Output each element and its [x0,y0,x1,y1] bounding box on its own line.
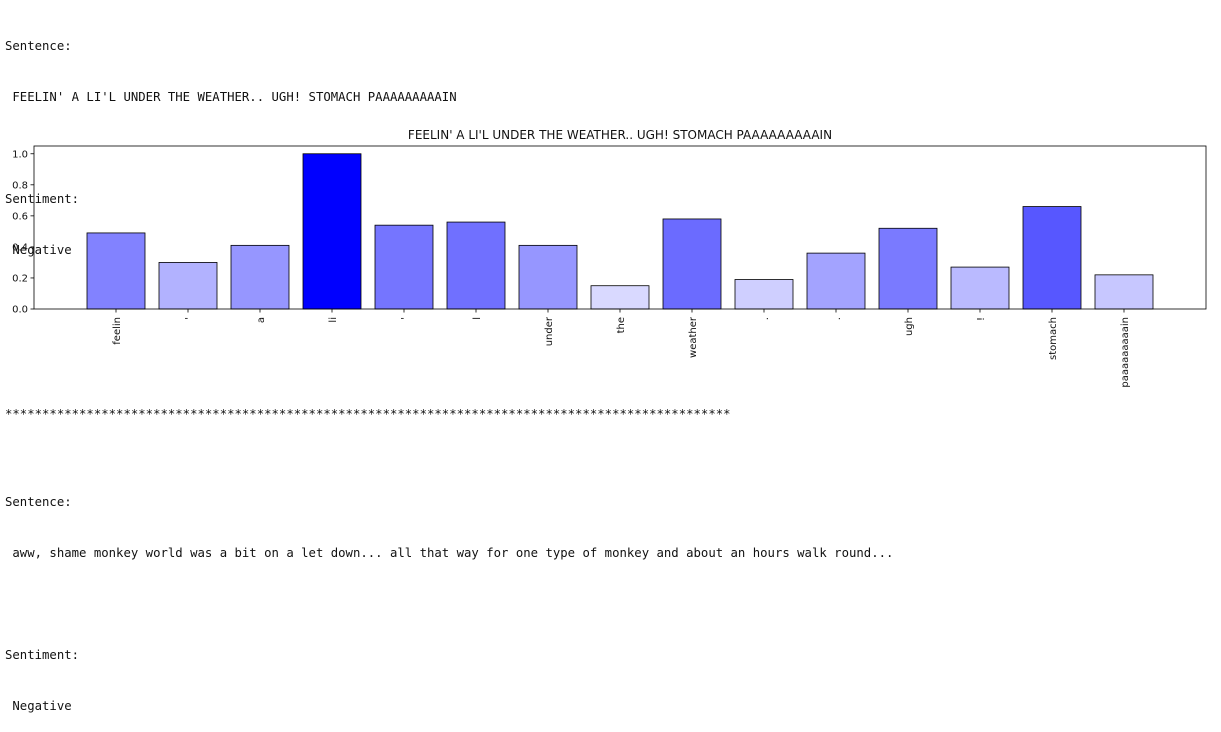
x-tick-label-0: feelin [112,317,123,345]
x-tick-label-2: a [256,317,267,323]
plot-frame [33,145,1207,310]
output-block-2: Sentence: aww, shame monkey world was a … [5,460,893,732]
chart-title: FEELIN' A LI'L UNDER THE WEATHER.. UGH! … [408,128,832,142]
sentiment-label-2: Sentiment: [5,648,80,662]
x-tick-label-11: ugh [904,317,915,336]
bar-4 [374,224,434,310]
x-tick-label-12: ! [976,317,987,321]
bar-11 [878,227,938,310]
bar-8 [662,218,722,310]
y-tick-label-2: 0.4 [12,242,28,253]
sentence-label-2: Sentence: [5,495,72,509]
x-tick-label-5: l [472,317,483,320]
sentiment-text-2: Negative [5,699,72,713]
sentiment-text-1: Negative [5,243,72,257]
sentence-text-2: aww, shame monkey world was a bit on a l… [5,546,894,560]
bar-2 [230,244,290,310]
y-tick-label-3: 0.6 [12,211,28,222]
bar-3 [302,153,362,310]
y-tick-label-5: 1.0 [12,149,28,160]
sentiment-label-1: Sentiment: [5,192,80,206]
x-tick-label-10: . [832,317,843,320]
x-tick-label-6: under [544,316,555,346]
y-tick-label-1: 0.2 [12,273,28,284]
x-tick-label-14: paaaaaaaaain [1120,317,1131,388]
output-block-1: Sentence: FEELIN' A LI'L UNDER THE WEATH… [5,4,457,276]
sentence-text-1: FEELIN' A LI'L UNDER THE WEATHER.. UGH! … [5,90,457,104]
y-ticks-group: 0.0 0.2 0.4 0.6 0.8 1.0 [12,149,34,316]
bar-6 [518,244,578,310]
separator-line: ****************************************… [5,407,731,421]
bar-0 [86,232,146,310]
y-tick-label-0: 0.0 [12,305,28,316]
sentence-label-1: Sentence: [5,39,72,53]
bar-7 [590,285,650,310]
x-tick-label-13: stomach [1048,317,1059,360]
bar-14 [1094,274,1154,310]
chart-svg: FEELIN' A LI'L UNDER THE WEATHER.. UGH! … [12,128,1207,388]
bar-10 [806,252,866,310]
x-tick-label-8: weather [688,316,699,358]
bar-12 [950,266,1010,310]
attention-bar-chart: FEELIN' A LI'L UNDER THE WEATHER.. UGH! … [0,120,1221,410]
x-tick-label-1: ' [184,317,195,320]
x-tick-label-9: . [760,317,771,320]
x-tick-label-7: the [616,317,627,333]
x-tick-label-4: ' [400,317,411,320]
bars-group [86,153,1154,310]
x-ticks-group: feelin ' a li ' l under the weather.. ugh! stomach… [112,309,1131,388]
bar-5 [446,221,506,310]
bar-9 [734,279,794,310]
bar-13 [1022,206,1082,310]
y-tick-label-4: 0.8 [12,180,28,191]
x-tick-label-3: li [328,317,339,323]
bar-1 [158,262,218,310]
